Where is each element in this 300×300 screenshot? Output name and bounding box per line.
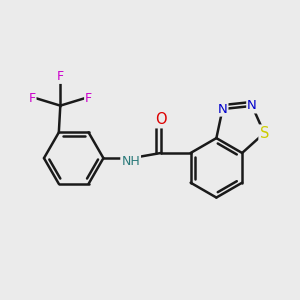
Text: F: F bbox=[85, 92, 92, 105]
Text: F: F bbox=[57, 70, 64, 83]
Text: S: S bbox=[260, 126, 269, 141]
Text: O: O bbox=[155, 112, 167, 127]
Text: NH: NH bbox=[121, 155, 140, 168]
Text: F: F bbox=[28, 92, 35, 105]
Text: N: N bbox=[247, 99, 257, 112]
Text: N: N bbox=[218, 103, 227, 116]
